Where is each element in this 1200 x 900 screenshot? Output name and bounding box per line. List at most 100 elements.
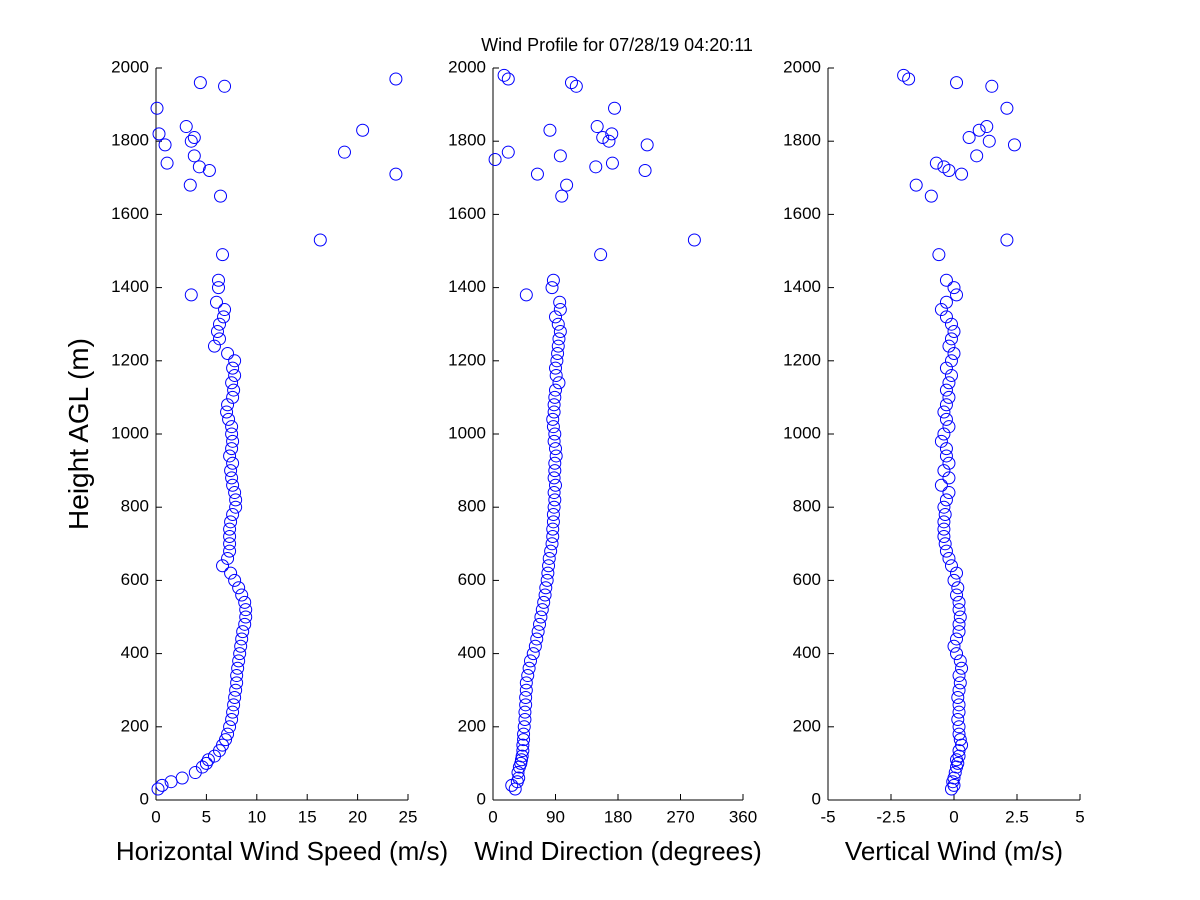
point xyxy=(953,654,967,668)
point xyxy=(553,303,567,317)
point xyxy=(231,661,245,675)
point xyxy=(547,398,561,412)
y-tick-label: 1600 xyxy=(783,204,821,223)
point xyxy=(950,753,964,767)
point xyxy=(939,442,953,456)
y-tick-label: 1000 xyxy=(111,423,149,442)
y-tick-label: 1800 xyxy=(448,131,486,150)
x-tick-label: -2.5 xyxy=(876,807,905,826)
point xyxy=(337,145,351,159)
point xyxy=(951,712,965,726)
point xyxy=(942,486,956,500)
point xyxy=(955,167,969,181)
point xyxy=(537,595,551,609)
point xyxy=(942,456,956,470)
point xyxy=(184,134,198,148)
y-tick-label: 600 xyxy=(121,570,149,589)
y-tick-label: 400 xyxy=(458,643,486,662)
point xyxy=(216,248,230,262)
x-tick-label: 90 xyxy=(546,807,565,826)
y-tick-label: 1600 xyxy=(111,204,149,223)
point xyxy=(526,647,540,661)
point xyxy=(228,368,242,382)
y-tick-label: 1000 xyxy=(783,423,821,442)
point xyxy=(909,178,923,192)
point xyxy=(939,361,953,375)
point xyxy=(951,691,965,705)
point xyxy=(511,766,525,780)
y-tick-label: 800 xyxy=(793,497,821,516)
point xyxy=(546,515,560,529)
point xyxy=(937,529,951,543)
point xyxy=(950,76,964,90)
point xyxy=(952,595,966,609)
point xyxy=(229,500,243,514)
point xyxy=(524,654,537,668)
y-tick-label: 200 xyxy=(793,716,821,735)
point xyxy=(228,691,242,705)
point xyxy=(236,625,250,639)
point xyxy=(947,573,961,587)
point xyxy=(518,705,532,719)
point xyxy=(951,581,965,595)
point xyxy=(225,442,239,456)
point xyxy=(950,566,964,580)
point xyxy=(564,76,578,90)
point xyxy=(589,160,603,174)
point xyxy=(187,131,201,145)
point xyxy=(223,544,237,558)
point xyxy=(519,288,533,302)
point xyxy=(952,625,966,639)
point xyxy=(544,544,558,558)
point xyxy=(549,449,563,463)
point xyxy=(516,744,530,758)
point xyxy=(226,508,240,522)
x-axis-label: Horizontal Wind Speed (m/s) xyxy=(116,836,448,866)
point xyxy=(221,398,235,412)
point xyxy=(955,661,969,675)
point xyxy=(534,610,548,624)
point xyxy=(533,617,547,631)
point xyxy=(549,368,563,382)
point xyxy=(211,273,225,287)
y-tick-label: 1200 xyxy=(783,350,821,369)
point xyxy=(939,383,953,397)
point xyxy=(549,442,562,456)
point xyxy=(187,149,201,163)
point xyxy=(937,160,951,174)
point xyxy=(226,361,240,375)
point xyxy=(488,153,502,166)
point xyxy=(939,295,953,309)
point xyxy=(238,595,252,609)
x-tick-label: 0 xyxy=(949,807,958,826)
point xyxy=(937,464,951,478)
point xyxy=(938,537,952,551)
point xyxy=(942,339,956,353)
point xyxy=(985,79,999,93)
point xyxy=(229,683,243,697)
point xyxy=(552,332,566,346)
point xyxy=(934,303,948,317)
point xyxy=(950,632,964,646)
point xyxy=(542,551,556,565)
point xyxy=(640,138,654,152)
point xyxy=(547,405,561,419)
point xyxy=(980,120,994,134)
point xyxy=(517,733,531,747)
point xyxy=(953,733,967,747)
point xyxy=(223,522,237,536)
point xyxy=(228,573,242,587)
point xyxy=(937,515,951,529)
x-tick-label: 10 xyxy=(247,807,266,826)
point xyxy=(193,76,207,90)
point xyxy=(944,354,958,368)
point xyxy=(151,782,165,796)
point xyxy=(530,632,544,646)
point xyxy=(221,727,235,741)
point xyxy=(235,632,249,646)
point xyxy=(549,478,562,492)
point xyxy=(937,405,951,419)
point xyxy=(225,376,239,390)
point xyxy=(549,310,562,324)
point xyxy=(939,449,953,463)
